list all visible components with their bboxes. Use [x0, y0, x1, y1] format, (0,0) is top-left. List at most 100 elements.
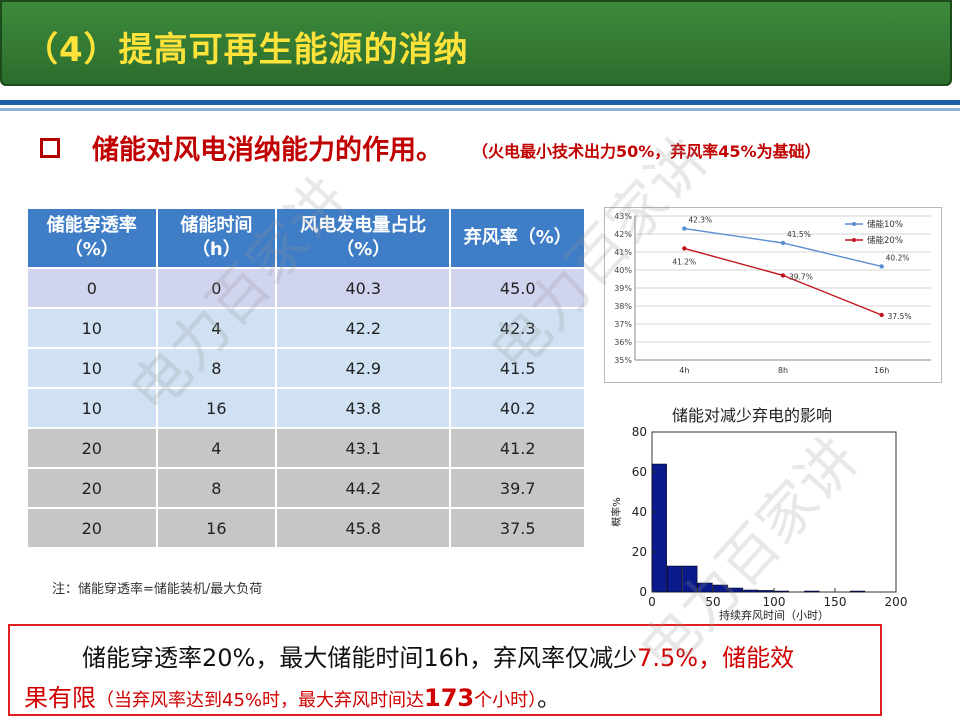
histogram-bar [773, 590, 789, 593]
table-row: 20 8 44.2 39.7 [26, 467, 586, 509]
slide-title: （4）提高可再生能源的消纳 [24, 30, 469, 70]
table-cell: 8 [155, 347, 278, 389]
table-cell: 42.3 [449, 307, 586, 349]
data-label: 37.5% [888, 312, 912, 321]
line-chart-svg: 35% 36% 37% 38% 39% 40% 41% 42% 43% 4h 8h 16h 42.3% 4… [614, 212, 931, 375]
table-cell: 45.0 [449, 267, 586, 309]
table-header-row: 储能穿透率 （%） 储能时间 （h） 风电发电量占比 （%） 弃风率（%） [26, 207, 586, 269]
table-cell: 20 [26, 427, 158, 469]
histogram-bar [697, 582, 713, 593]
table-row: 20 4 43.1 41.2 [26, 427, 586, 469]
x-tick-label: 150 [824, 595, 847, 609]
table-cell: 42.9 [275, 347, 452, 389]
table-row: 20 16 45.8 37.5 [26, 507, 586, 549]
data-point [682, 246, 687, 251]
table-cell: 43.1 [275, 427, 452, 469]
table-cell: 43.8 [275, 387, 452, 429]
header-rule [0, 100, 960, 105]
table-cell: 41.5 [449, 347, 586, 389]
table-cell: 20 [26, 507, 158, 549]
table-row: 0 0 40.3 45.0 [26, 267, 586, 309]
table-cell: 45.8 [275, 507, 452, 549]
table-cell: 16 [155, 387, 278, 429]
x-tick-label: 50 [705, 595, 720, 609]
table-cell: 4 [155, 307, 278, 349]
table-cell: 4 [155, 427, 278, 469]
slide-header: （4）提高可再生能源的消纳 [0, 0, 952, 86]
series-line [684, 247, 882, 316]
legend-marker [852, 222, 856, 226]
legend-label: 储能10% [867, 219, 903, 230]
header-curtailment: 弃风率（%） [449, 207, 586, 269]
plot-frame [651, 431, 897, 593]
x-axis-label: 持续弃风时间（小时） [719, 608, 829, 622]
histogram-bar [743, 589, 759, 593]
legend-label: 储能20% [867, 235, 903, 246]
y-tick-label: 80 [632, 425, 647, 439]
table-cell: 40.3 [275, 267, 452, 309]
table-cell: 10 [26, 387, 158, 429]
data-point [879, 264, 884, 269]
x-tick-label: 4h [679, 366, 689, 375]
table-cell: 40.2 [449, 387, 586, 429]
histogram-svg: 0 50 100 150 200 0 20 40 60 80 持续弃风时间（小时） 概率% [610, 425, 907, 622]
table-row: 10 16 43.8 40.2 [26, 387, 586, 429]
callout-highlight: 果有限 [24, 684, 96, 712]
data-label: 40.2% [886, 253, 910, 262]
footnote: 注：储能穿透率=储能装机/最大负荷 [52, 582, 263, 597]
table-cell: 37.5 [449, 507, 586, 549]
callout-highlight: 7.5%，储能效 [637, 644, 795, 672]
histogram-bar [850, 590, 866, 593]
table-cell: 39.7 [449, 467, 586, 509]
x-tick-label: 8h [778, 366, 788, 375]
data-label: 41.2% [672, 257, 696, 266]
conclusion-callout: 储能穿透率20%，最大储能时间16h，弃风率仅减少7.5%，储能效 果有限（当弃… [8, 624, 882, 716]
data-label: 39.7% [789, 272, 813, 281]
data-label: 42.3% [688, 216, 712, 225]
y-tick-label: 0 [639, 585, 647, 599]
table-cell: 0 [26, 267, 158, 309]
y-tick-label: 40 [632, 505, 647, 519]
legend-marker [852, 238, 856, 242]
header-penetration: 储能穿透率 （%） [26, 207, 158, 269]
table-row: 10 8 42.9 41.5 [26, 347, 586, 389]
y-tick-label: 41% [614, 248, 632, 257]
table-cell: 44.2 [275, 467, 452, 509]
y-tick-label: 36% [614, 338, 632, 347]
histogram-bar [728, 587, 744, 593]
histogram-bar [712, 584, 728, 593]
y-axis-label: 概率% [610, 497, 623, 527]
table-cell: 10 [26, 347, 158, 389]
header-wind-share: 风电发电量占比 （%） [275, 207, 452, 269]
callout-line-1: 储能穿透率20%，最大储能时间16h，弃风率仅减少7.5%，储能效 [82, 638, 794, 673]
callout-detail: （当弃风率达到45%时，最大弃风时间达 [96, 690, 425, 711]
x-tick-label: 16h [874, 366, 889, 375]
header-rule-thin [0, 108, 960, 111]
table-cell: 42.2 [275, 307, 452, 349]
y-tick-label: 39% [614, 284, 632, 293]
header-storage-time: 储能时间 （h） [155, 207, 278, 269]
histogram-bar [651, 463, 667, 593]
curtailment-line-chart: 35% 36% 37% 38% 39% 40% 41% 42% 43% 4h 8h 16h 42.3% 4… [604, 207, 942, 383]
y-tick-label: 42% [614, 230, 632, 239]
histogram-bar [667, 565, 683, 593]
table-cell: 10 [26, 307, 158, 349]
table-cell: 8 [155, 467, 278, 509]
storage-table: 储能穿透率 （%） 储能时间 （h） 风电发电量占比 （%） 弃风率（%） 0 0 4… [26, 207, 586, 549]
y-tick-label: 38% [614, 302, 632, 311]
histogram-bar [758, 590, 774, 593]
data-point [879, 312, 884, 318]
section-subtitle: 储能对风电消纳能力的作用。 [92, 135, 443, 166]
y-tick-label: 40% [614, 266, 632, 275]
data-label: 41.5% [787, 230, 811, 239]
table-cell: 20 [26, 467, 158, 509]
y-tick-label: 60 [632, 465, 647, 479]
section-subnote: （火电最小技术出力50%，弃风率45%为基础） [472, 142, 821, 161]
data-point [780, 240, 786, 246]
y-tick-label: 43% [614, 212, 632, 221]
histogram-bar [804, 590, 820, 593]
table-cell: 16 [155, 507, 278, 549]
callout-hours: 173 [424, 684, 475, 712]
y-tick-label: 35% [614, 356, 632, 365]
x-tick-label: 100 [763, 595, 786, 609]
